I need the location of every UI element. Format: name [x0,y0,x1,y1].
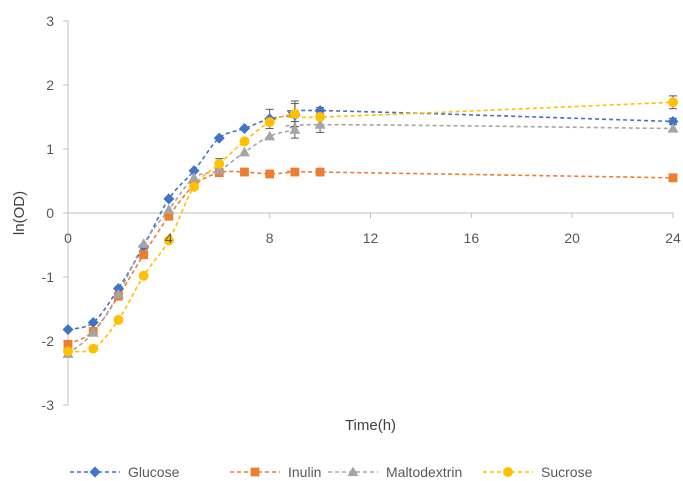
error-bars [215,95,677,170]
legend: Glucose Inulin Maltodextrin Sucrose [70,464,593,480]
legend-item-sucrose: Sucrose [483,464,593,480]
data-point-glucose [112,283,124,295]
data-point-sucrose [138,270,149,281]
data-point-sucrose [113,314,124,325]
legend-marker-glucose [89,466,101,478]
x-tick-label: 0 [64,230,72,246]
data-point-glucose [188,165,200,177]
legend-label-sucrose: Sucrose [541,464,593,480]
legend-label-inulin: Inulin [288,464,321,480]
data-point-maltodextrin [238,146,250,157]
data-point-sucrose [264,117,275,128]
data-point-glucose [667,115,679,127]
data-point-maltodextrin [667,123,679,133]
data-point-inulin [63,339,73,349]
y-tick-label: 1 [46,141,54,157]
data-point-inulin [164,211,174,221]
series-line-inulin [67,170,674,345]
data-point-inulin [668,173,678,183]
data-point-inulin [290,167,300,177]
data-point-inulin [240,167,249,177]
data-point-maltodextrin [264,130,276,141]
legend-item-glucose: Glucose [70,464,180,480]
data-point-sucrose [163,235,174,246]
legend-item-inulin: Inulin [230,464,321,480]
series-line-sucrose [67,101,674,353]
y-tick-label: -3 [42,397,55,413]
data-point-inulin [139,250,149,259]
axes [63,20,674,406]
x-tick-label: 16 [464,230,480,246]
data-point-maltodextrin [163,204,175,214]
data-point-inulin [315,167,325,177]
data-point-inulin [265,169,275,179]
legend-marker-maltodextrin [347,466,359,477]
y-tick-label: 3 [46,13,54,29]
data-point-sucrose [315,112,326,122]
data-point-sucrose [668,97,678,108]
data-point-maltodextrin [314,119,326,129]
data-point-maltodextrin [188,172,200,182]
y-tick-label: 2 [46,77,54,93]
series-line-glucose [67,109,674,331]
data-point-sucrose [289,108,300,119]
series-markers [62,97,679,358]
data-point-sucrose [239,136,250,147]
data-point-glucose [62,323,74,335]
y-axis-title: ln(OD) [11,191,28,235]
x-tick-label: 24 [665,230,681,246]
y-tick-label: -1 [42,269,55,285]
data-point-sucrose [189,181,199,192]
x-tick-label: 12 [363,230,379,246]
legend-marker-sucrose [503,467,513,477]
data-point-sucrose [63,346,73,357]
legend-label-maltodextrin: Maltodextrin [386,464,462,480]
data-point-sucrose [88,343,99,354]
data-point-maltodextrin [289,124,301,134]
x-tick-label: 8 [266,230,274,246]
x-tick-label: 4 [165,230,173,246]
legend-marker-inulin [250,467,260,477]
legend-item-maltodextrin: Maltodextrin [328,464,462,480]
x-tick-label: 20 [564,230,580,246]
legend-label-glucose: Glucose [128,464,180,480]
data-point-maltodextrin [138,238,150,248]
data-point-glucose [213,132,225,144]
y-tick-label: -2 [42,333,55,349]
y-tick-label: 0 [46,205,54,221]
data-point-maltodextrin [87,327,99,337]
data-point-sucrose [214,158,225,169]
data-point-maltodextrin [112,288,124,299]
data-point-glucose [163,193,175,205]
series-lines [67,101,674,355]
data-point-glucose [238,123,250,135]
data-point-glucose [87,316,99,328]
x-axis-title: Time(h) [345,417,396,434]
data-point-maltodextrin [213,164,225,175]
